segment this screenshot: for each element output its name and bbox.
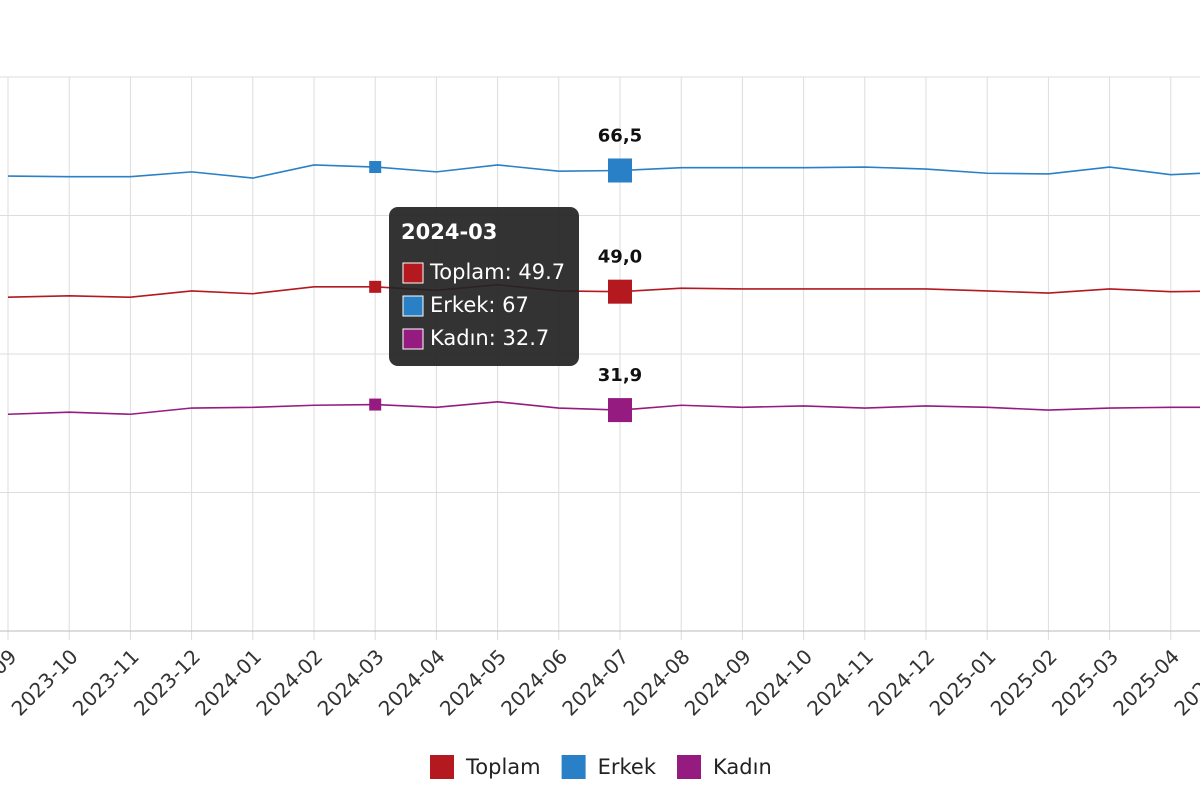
tooltip: 2024-03 Toplam: 49.7 Erkek: 67 Kadın: 32.7 xyxy=(389,207,579,366)
tooltip-box xyxy=(389,207,579,366)
x-tick-label: 2024-07 xyxy=(557,644,633,720)
point-marker xyxy=(369,161,382,174)
data-label: 66,5 xyxy=(598,125,642,146)
point-marker xyxy=(608,398,632,423)
tooltip-title: 2024-03 xyxy=(401,220,497,244)
x-tick-label: 2024-01 xyxy=(190,644,266,720)
legend-label: Kadın xyxy=(713,755,772,779)
legend-swatch xyxy=(677,755,702,779)
x-tick-label: 2023-10 xyxy=(7,644,83,720)
x-tick-label: 2024-10 xyxy=(741,644,817,720)
x-tick-label: 2024-03 xyxy=(313,644,389,720)
tooltip-swatch xyxy=(402,328,424,350)
series-line xyxy=(7,164,1200,179)
series-line xyxy=(7,400,1200,416)
point-marker xyxy=(369,398,382,411)
x-tick-label: 2025-03 xyxy=(1047,644,1123,720)
x-tick-label: 2024-02 xyxy=(251,644,327,720)
x-tick-label: 2024-12 xyxy=(863,644,939,720)
data-label: 31,9 xyxy=(598,365,642,386)
legend-swatch xyxy=(561,755,586,779)
point-marker xyxy=(608,158,632,183)
tooltip-swatch xyxy=(402,295,424,317)
data-label: 49,0 xyxy=(598,247,642,268)
x-tick-label: 2024-11 xyxy=(802,644,878,720)
point-marker xyxy=(608,279,632,304)
x-tick-label: 2024-09 xyxy=(680,644,756,720)
x-tick-label: 2023-11 xyxy=(68,644,144,720)
tooltip-swatch xyxy=(402,262,424,284)
tooltip-line: Toplam: 49.7 xyxy=(429,260,565,284)
legend-swatch xyxy=(430,755,454,779)
point-marker xyxy=(369,280,382,293)
tooltip-line: Kadın: 32.7 xyxy=(430,326,549,350)
legend-label: Toplam xyxy=(465,755,541,779)
x-tick-label: 2024-04 xyxy=(374,644,450,720)
x-tick-label: 2024-05 xyxy=(435,644,511,720)
x-tick-label: 2024-08 xyxy=(619,644,695,720)
tooltip-line: Erkek: 67 xyxy=(430,293,529,317)
x-tick-label: 2023-12 xyxy=(129,644,205,720)
x-tick-label: 2025-02 xyxy=(986,644,1062,720)
legend-label: Erkek xyxy=(598,755,657,779)
x-tick-label: 2025-04 xyxy=(1108,644,1184,720)
x-tick-label: 2025-01 xyxy=(925,644,1001,720)
series-line xyxy=(7,283,1200,299)
x-tick-label: 2024-06 xyxy=(496,644,572,720)
